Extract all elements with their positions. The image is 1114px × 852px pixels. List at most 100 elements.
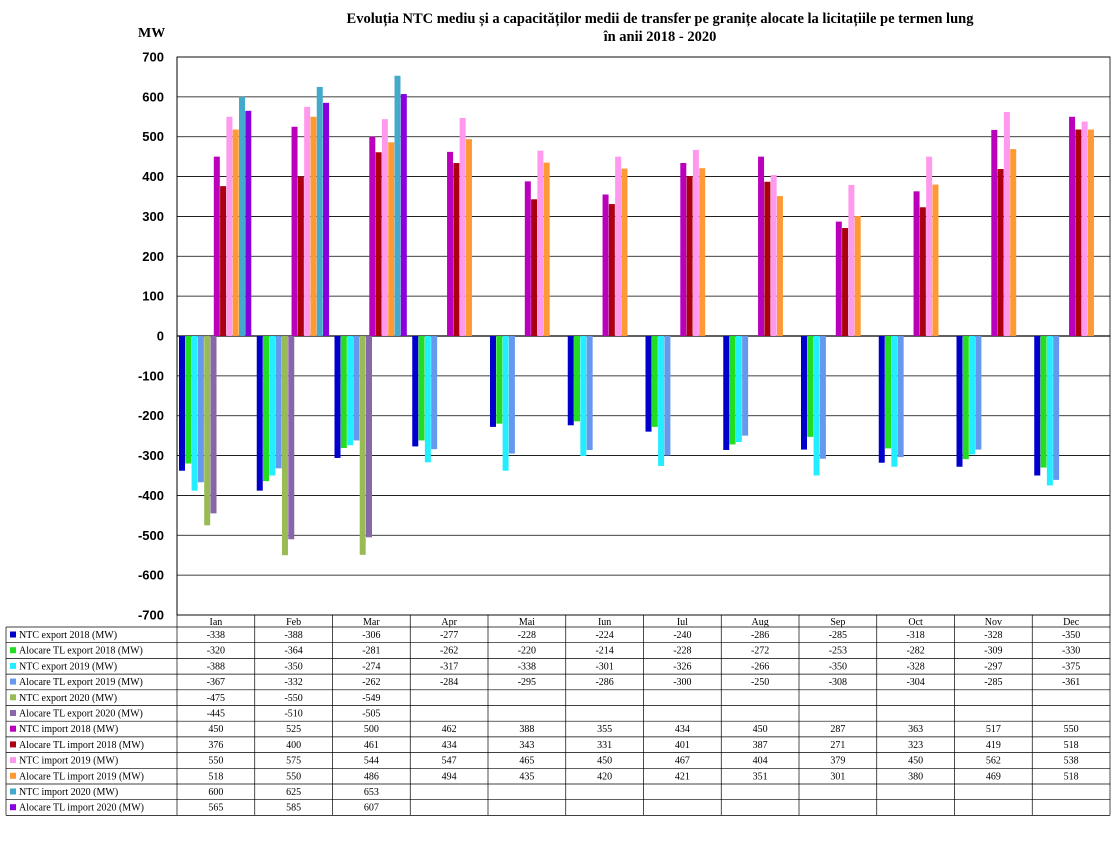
data-label: -228 [518, 630, 536, 641]
data-label: -475 [207, 693, 225, 704]
bar [991, 129, 998, 336]
bar [615, 156, 622, 336]
data-label: -326 [673, 661, 691, 672]
data-label: 653 [364, 787, 379, 798]
data-label: 450 [208, 724, 223, 735]
data-label: 404 [753, 756, 768, 767]
data-label: -214 [595, 646, 613, 657]
legend-swatch [10, 741, 16, 748]
bar [897, 336, 904, 458]
data-label: -306 [362, 630, 380, 641]
bar [764, 181, 771, 336]
bar [531, 199, 538, 336]
bar [835, 221, 842, 336]
data-label: 450 [908, 756, 923, 767]
bars [179, 75, 1094, 556]
bar [819, 336, 826, 459]
y-tick-label: -200 [138, 408, 164, 423]
bar [226, 116, 233, 337]
bar [801, 336, 807, 450]
data-label: -388 [207, 661, 225, 672]
bar [1081, 121, 1088, 336]
data-label: -266 [751, 661, 769, 672]
data-label: -262 [440, 646, 458, 657]
data-label: -220 [518, 646, 536, 657]
data-label: -281 [362, 646, 380, 657]
bar [359, 336, 366, 555]
bar [735, 336, 742, 443]
bar [490, 336, 496, 427]
data-label: 469 [986, 771, 1001, 782]
bar [813, 336, 820, 476]
data-label: 450 [597, 756, 612, 767]
legend-label: NTC export 2019 (MW) [19, 661, 117, 672]
data-label: -309 [984, 646, 1002, 657]
bar [658, 336, 665, 466]
data-label: 434 [675, 724, 690, 735]
data-label: -284 [440, 677, 458, 688]
bar [1069, 116, 1076, 337]
data-label: 435 [519, 771, 534, 782]
data-label: 547 [442, 756, 457, 767]
bar [664, 336, 671, 456]
data-label: 544 [364, 756, 379, 767]
data-label: -505 [362, 709, 380, 720]
bar [770, 174, 777, 336]
table-header-cell: Oct [908, 617, 923, 628]
data-label: -253 [829, 646, 847, 657]
data-label: 351 [753, 771, 768, 782]
bar [316, 86, 323, 337]
bar [962, 336, 969, 460]
bar [1046, 336, 1053, 486]
legend-swatch [10, 647, 16, 654]
bar [692, 149, 699, 336]
y-tick-label: 400 [142, 169, 164, 184]
data-label: -388 [284, 630, 302, 641]
data-label: -328 [906, 661, 924, 672]
legend-swatch [10, 662, 16, 669]
legend-swatch [10, 631, 16, 638]
bar [340, 336, 347, 448]
data-label: -274 [362, 661, 380, 672]
data-label: 467 [675, 756, 690, 767]
bar [424, 336, 431, 463]
bar [334, 336, 341, 458]
data-label: 565 [208, 803, 223, 814]
data-label: 518 [1064, 740, 1079, 751]
bar [369, 136, 376, 336]
bar [185, 336, 192, 464]
data-label: 562 [986, 756, 1001, 767]
legend-swatch [10, 804, 16, 811]
data-label: 376 [208, 740, 223, 751]
legend-swatch [10, 772, 16, 779]
data-label: -350 [829, 661, 847, 672]
bar [975, 336, 982, 450]
data-label: 400 [286, 740, 301, 751]
table-header-cell: Aug [752, 617, 769, 628]
data-label: 343 [519, 740, 534, 751]
bar [353, 336, 360, 441]
bar [1075, 129, 1082, 336]
data-label: 434 [442, 740, 457, 751]
y-tick-label: 500 [142, 129, 164, 144]
bar [926, 156, 933, 336]
data-label: -285 [829, 630, 847, 641]
bar [1010, 149, 1017, 336]
bar [758, 156, 765, 336]
data-label: -364 [284, 646, 302, 657]
legend-label: Alocare TL export 2020 (MW) [19, 709, 143, 720]
data-label: -277 [440, 630, 458, 641]
data-label: 401 [675, 740, 690, 751]
bar [919, 207, 926, 336]
bar [310, 116, 317, 337]
data-label: 575 [286, 756, 301, 767]
data-label: -301 [595, 661, 613, 672]
data-label: 494 [442, 771, 457, 782]
legend-label: Alocare TL import 2020 (MW) [19, 803, 144, 814]
data-label: -320 [207, 646, 225, 657]
data-label: -375 [1062, 661, 1080, 672]
y-tick-label: 100 [142, 289, 164, 304]
bar [1034, 336, 1041, 476]
bar [1053, 336, 1060, 480]
bar [567, 336, 574, 426]
